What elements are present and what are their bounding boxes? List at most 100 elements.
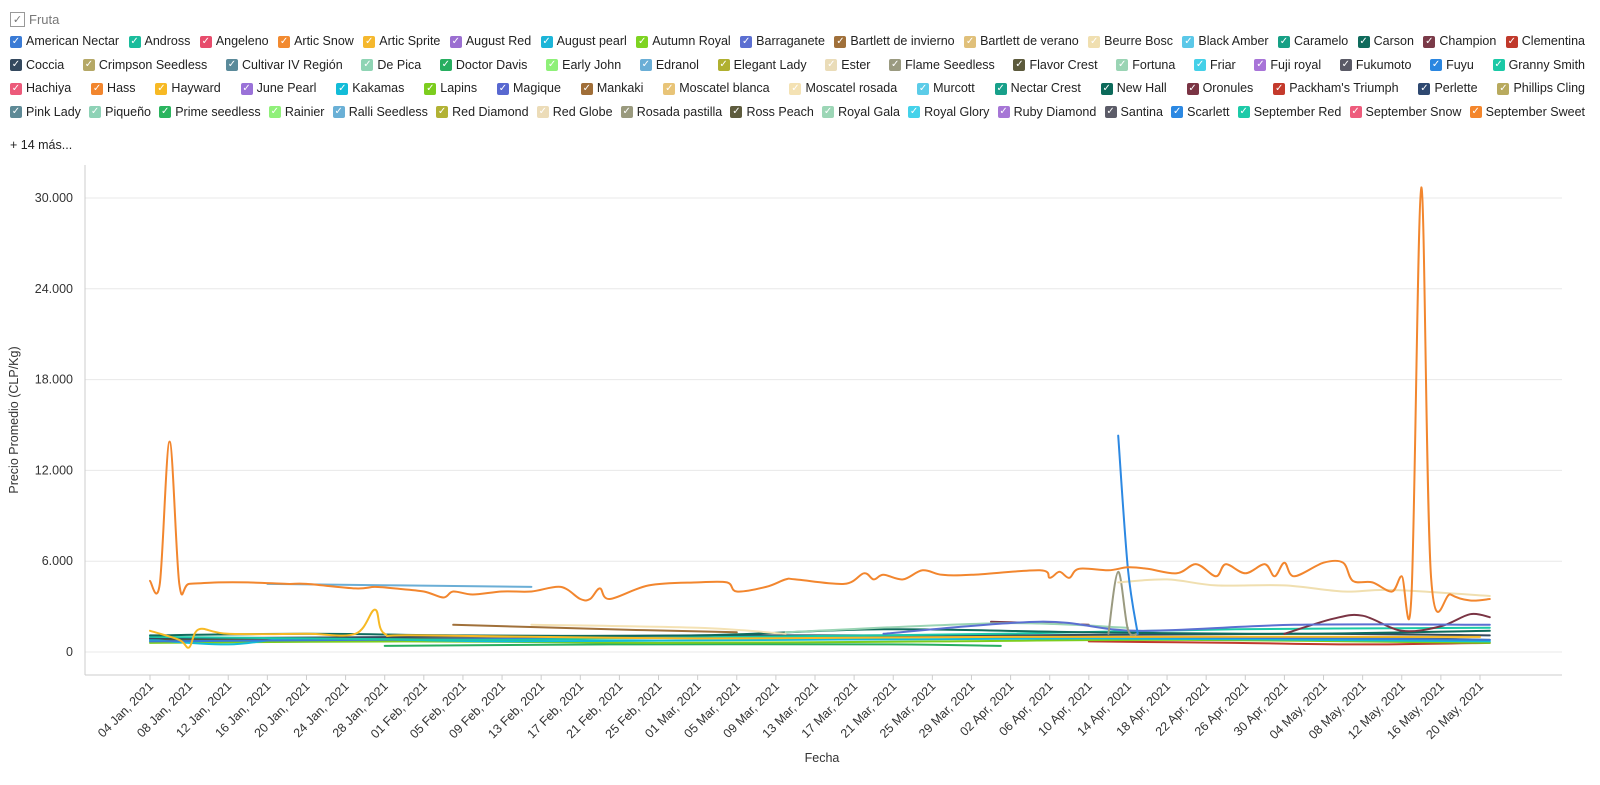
legend-item[interactable]: ✓ Ester	[825, 54, 870, 78]
series-line[interactable]	[1117, 578, 1491, 597]
legend-item[interactable]: ✓ Artic Sprite	[363, 30, 440, 54]
checkbox-icon[interactable]: ✓	[1100, 82, 1113, 95]
legend-item[interactable]: ✓ Flavor Crest	[1013, 54, 1098, 78]
checkbox-icon[interactable]: ✓	[1423, 35, 1436, 48]
checkbox-icon[interactable]: ✓	[424, 82, 437, 95]
checkbox-icon[interactable]: ✓	[10, 59, 22, 72]
checkbox-icon[interactable]: ✓	[1349, 106, 1362, 119]
legend-item[interactable]: ✓ Pink Lady	[10, 101, 81, 125]
legend-item[interactable]: ✓ Red Globe	[536, 101, 613, 125]
legend-item[interactable]: ✓ Packham's Triumph	[1273, 77, 1399, 101]
series-line[interactable]	[530, 623, 787, 635]
checkbox-icon[interactable]: ✓	[1469, 106, 1482, 119]
series-line[interactable]	[383, 643, 1002, 647]
legend-item[interactable]: ✓ Ruby Diamond	[997, 101, 1096, 125]
checkbox-icon[interactable]: ✓	[1186, 82, 1199, 95]
checkbox-icon[interactable]: ✓	[10, 106, 22, 119]
checkbox-icon[interactable]: ✓	[1194, 59, 1207, 72]
legend-item[interactable]: ✓ Crimpson Seedless	[82, 54, 207, 78]
legend-item[interactable]: ✓ Champion	[1423, 30, 1496, 54]
checkbox-icon[interactable]: ✓	[199, 35, 212, 48]
checkbox-icon[interactable]: ✓	[730, 106, 743, 119]
legend-item[interactable]: ✓ Hass	[91, 77, 136, 101]
checkbox-icon[interactable]: ✓	[663, 82, 676, 95]
checkbox-icon[interactable]: ✓	[497, 82, 509, 95]
series-line[interactable]	[882, 620, 1491, 635]
checkbox-icon[interactable]: ✓	[540, 35, 553, 48]
checkbox-icon[interactable]: ✓	[1273, 82, 1286, 95]
checkbox-icon[interactable]: ✓	[361, 59, 374, 72]
checkbox-icon[interactable]: ✓	[363, 35, 376, 48]
checkbox-icon[interactable]: ✓	[332, 106, 345, 119]
checkbox-icon[interactable]: ✓	[89, 106, 102, 119]
checkbox-icon[interactable]: ✓	[1492, 59, 1505, 72]
legend-item[interactable]: ✓ Fukumoto	[1339, 54, 1411, 78]
legend-item[interactable]: ✓ September Sweet	[1469, 101, 1585, 125]
checkbox-icon[interactable]: ✓	[1088, 35, 1101, 48]
legend-item[interactable]: ✓ Early John	[546, 54, 621, 78]
series-line[interactable]	[149, 186, 1491, 621]
checkbox-icon[interactable]: ✓	[1497, 82, 1510, 95]
legend-item[interactable]: ✓ Perlette	[1418, 77, 1478, 101]
legend-item[interactable]: ✓ Rainier	[268, 101, 324, 125]
legend-item[interactable]: ✓ Carson	[1357, 30, 1414, 54]
legend-item[interactable]: ✓ Kakamas	[336, 77, 404, 101]
checkbox-icon[interactable]: ✓	[336, 82, 349, 95]
series-line[interactable]	[1283, 612, 1491, 635]
checkbox-icon[interactable]: ✓	[1254, 59, 1267, 72]
checkbox-icon[interactable]: ✓	[997, 106, 1010, 119]
legend-item[interactable]: ✓ Nectar Crest	[994, 77, 1081, 101]
legend-item[interactable]: ✓ Coccia	[10, 54, 64, 78]
legend-item[interactable]: ✓ Caramelo	[1277, 30, 1348, 54]
checkbox-icon[interactable]: ✓	[1277, 35, 1290, 48]
legend-item[interactable]: ✓ Andross	[128, 30, 190, 54]
checkbox-icon[interactable]: ✓	[1357, 35, 1370, 48]
legend-title[interactable]: ✓ Fruta	[10, 8, 1595, 30]
legend-item[interactable]: ✓ Mankaki	[580, 77, 643, 101]
legend-item[interactable]: ✓ September Snow	[1349, 101, 1461, 125]
legend-item[interactable]: ✓ Royal Glory	[908, 101, 989, 125]
checkbox-icon[interactable]: ✓	[1430, 59, 1443, 72]
legend-item[interactable]: ✓ American Nectar	[10, 30, 119, 54]
checkbox-icon[interactable]: ✓	[580, 82, 593, 95]
checkbox-icon[interactable]: ✓	[1116, 59, 1129, 72]
checkbox-icon[interactable]: ✓	[546, 59, 559, 72]
checkbox-icon[interactable]: ✓	[740, 35, 753, 48]
checkbox-icon[interactable]: ✓	[436, 106, 449, 119]
checkbox-icon[interactable]: ✓	[1104, 106, 1117, 119]
checkbox-icon[interactable]: ✓	[964, 35, 977, 48]
legend-item[interactable]: ✓ Oronules	[1186, 77, 1253, 101]
legend-item[interactable]: ✓ Moscatel blanca	[663, 77, 770, 101]
legend-item[interactable]: ✓ Doctor Davis	[439, 54, 527, 78]
legend-item[interactable]: ✓ Ross Peach	[730, 101, 814, 125]
checkbox-icon[interactable]: ✓	[10, 82, 22, 95]
checkbox-icon[interactable]: ✓	[717, 59, 730, 72]
legend-item[interactable]: ✓ Lapins	[424, 77, 477, 101]
legend-item[interactable]: ✓ Fuyu	[1430, 54, 1474, 78]
legend-item[interactable]: ✓ Fortuna	[1116, 54, 1175, 78]
series-line[interactable]	[149, 608, 1481, 649]
legend-item[interactable]: ✓ Hayward	[155, 77, 221, 101]
legend-item[interactable]: ✓ Piqueño	[89, 101, 151, 125]
legend-item[interactable]: ✓ Angeleno	[199, 30, 269, 54]
checkbox-icon[interactable]: ✓	[620, 106, 633, 119]
legend-item[interactable]: ✓ New Hall	[1100, 77, 1167, 101]
legend-item[interactable]: ✓ Barraganete	[740, 30, 825, 54]
legend-item[interactable]: ✓ Autumn Royal	[636, 30, 731, 54]
checkbox-icon[interactable]: ✓	[159, 106, 172, 119]
legend-item[interactable]: ✓ De Pica	[361, 54, 421, 78]
checkbox-icon[interactable]: ✓	[10, 35, 22, 48]
legend-item[interactable]: ✓ Elegant Lady	[717, 54, 807, 78]
checkbox-icon[interactable]: ✓	[639, 59, 652, 72]
legend-item[interactable]: ✓ Bartlett de invierno	[834, 30, 955, 54]
legend-item[interactable]: ✓ Red Diamond	[436, 101, 529, 125]
legend-item[interactable]: ✓ Ralli Seedless	[332, 101, 428, 125]
legend-item[interactable]: ✓ Bartlett de verano	[964, 30, 1079, 54]
legend-item[interactable]: ✓ Rosada pastilla	[620, 101, 722, 125]
legend-item[interactable]: ✓ Cultivar IV Región	[225, 54, 343, 78]
legend-item[interactable]: ✓ Magique	[497, 77, 561, 101]
checkbox-icon[interactable]: ✓	[1013, 59, 1026, 72]
legend-item[interactable]: ✓ Prime seedless	[159, 101, 261, 125]
legend-item[interactable]: ✓ August Red	[449, 30, 531, 54]
series-line[interactable]	[149, 626, 1491, 641]
